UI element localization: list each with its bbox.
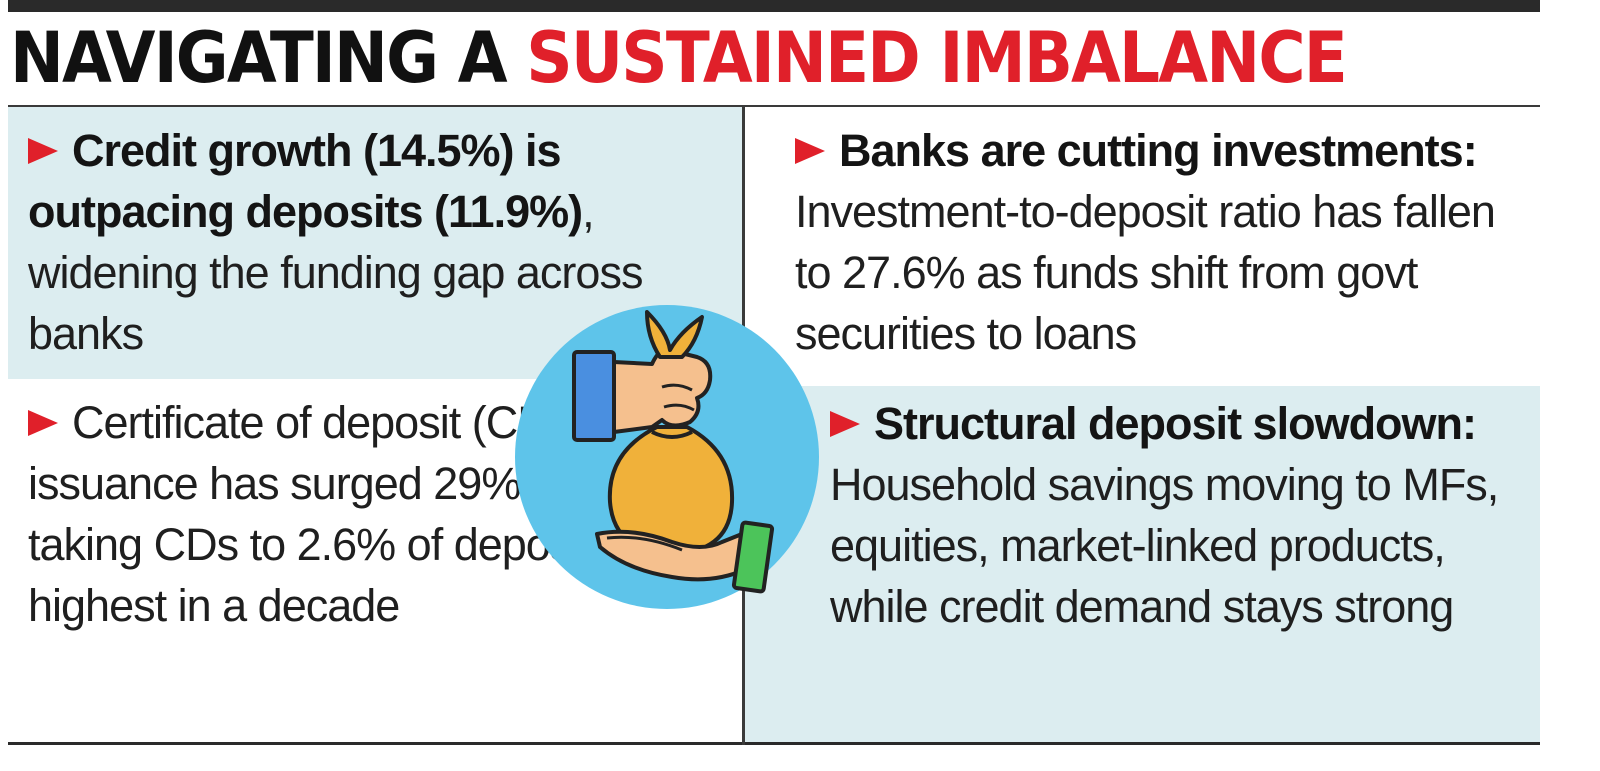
- content-grid: [8, 105, 1540, 745]
- arrow-bullet-icon: [28, 410, 58, 436]
- page-title: NAVIGATING A SUSTAINED IMBALANCE: [10, 18, 1445, 98]
- panel-bottom-left: Certificate of deposit (CD) issuance has…: [28, 392, 688, 636]
- arrow-bullet-icon: [830, 411, 860, 437]
- title-part-1: NAVIGATING A: [10, 17, 527, 99]
- money-bag-hand-icon: [515, 305, 819, 609]
- panel-bottom-left-text: Certificate of deposit (CD) issuance has…: [28, 397, 626, 631]
- panel-bottom-right: Structural deposit slowdown: Household s…: [830, 393, 1530, 637]
- arrow-bullet-icon: [795, 138, 825, 164]
- panel-top-left-bold: Credit growth (14.5%) is outpacing depos…: [28, 125, 583, 237]
- title-part-2: SUSTAINED IMBALANCE: [526, 17, 1347, 99]
- panel-top-right-bold: Banks are cutting investments:: [839, 125, 1478, 176]
- panel-top-left-text: , widening the funding gap across banks: [28, 186, 643, 359]
- panel-bottom-right-bold: Structural deposit slowdown:: [874, 398, 1477, 449]
- panel-bottom-right-text: Household savings moving to MFs, equitie…: [830, 459, 1499, 632]
- top-rule: [8, 0, 1540, 12]
- arrow-bullet-icon: [28, 138, 58, 164]
- panel-top-left: Credit growth (14.5%) is outpacing depos…: [28, 120, 728, 364]
- panel-top-right: Banks are cutting investments: Investmen…: [795, 120, 1535, 364]
- panel-top-right-text: Investment-to-deposit ratio has fallen t…: [795, 186, 1496, 359]
- panel-bottom-right-background: [745, 386, 1540, 742]
